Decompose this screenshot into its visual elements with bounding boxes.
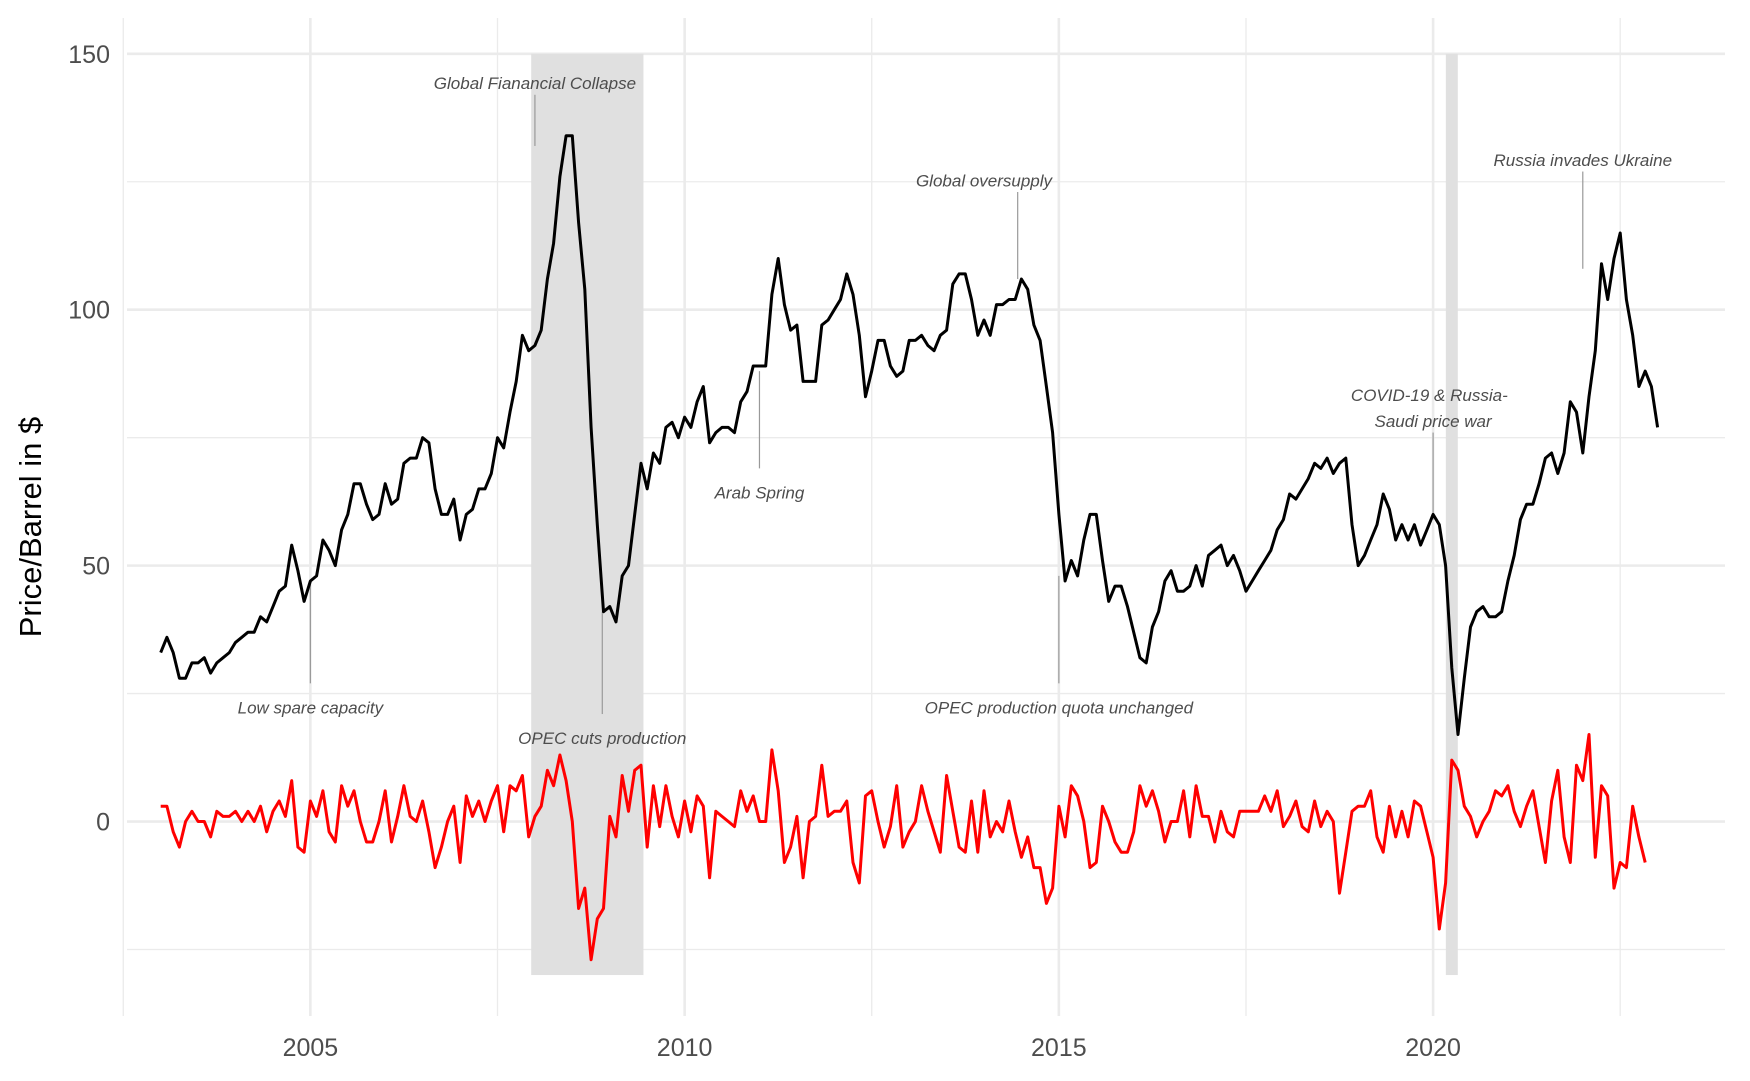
y-tick-label: 150 <box>68 41 110 69</box>
annotation-lines <box>309 94 1584 715</box>
annotation-label: Arab Spring <box>714 483 805 502</box>
y-tick-label: 0 <box>96 809 110 837</box>
shaded-periods <box>531 53 1458 976</box>
shaded-period <box>531 53 644 976</box>
x-tick-label: 2020 <box>1405 1034 1461 1062</box>
series-lines <box>159 134 1660 962</box>
x-tick-label: 2015 <box>1031 1034 1087 1062</box>
annotation-label: OPEC production quota unchanged <box>925 698 1194 717</box>
annotation-label: Russia invades Ukraine <box>1493 151 1672 170</box>
annotation-label: COVID-19 & Russia- <box>1351 386 1508 405</box>
x-axis-tick-labels: 2005 2010 2015 2020 <box>283 1034 1461 1062</box>
annotation-label: Global oversupply <box>916 171 1054 190</box>
price-line <box>159 134 1660 736</box>
y-tick-label: 50 <box>82 553 110 581</box>
y-axis-title: Price/Barrel in $ <box>13 417 48 638</box>
annotation-labels: Global Fianancial Collapse Global oversup… <box>238 74 1672 748</box>
annotation-label: Low spare capacity <box>238 698 385 717</box>
annotation-label: Saudi price war <box>1375 412 1494 431</box>
y-tick-label: 100 <box>68 297 110 325</box>
grid-major <box>127 18 1725 1016</box>
annotation-label: OPEC cuts production <box>518 729 686 748</box>
grid-minor <box>122 18 1725 1016</box>
change-line <box>160 733 1647 962</box>
x-tick-label: 2010 <box>657 1034 713 1062</box>
shaded-period <box>1445 53 1458 976</box>
y-axis-tick-labels: 0 50 100 150 <box>68 41 110 837</box>
x-tick-label: 2005 <box>283 1034 339 1062</box>
annotation-label: Global Fianancial Collapse <box>434 74 636 93</box>
